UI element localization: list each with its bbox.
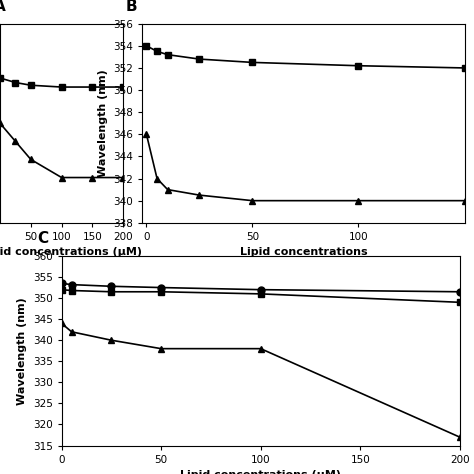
Y-axis label: Wavelength (nm): Wavelength (nm) [17, 297, 27, 405]
X-axis label: Lipid concentrations: Lipid concentrations [239, 247, 367, 257]
Text: A: A [0, 0, 6, 14]
X-axis label: Lipid concentrations (μM): Lipid concentrations (μM) [180, 470, 341, 474]
X-axis label: Lipid concentrations (μM): Lipid concentrations (μM) [0, 247, 142, 257]
Text: C: C [38, 231, 49, 246]
Text: B: B [126, 0, 138, 14]
Y-axis label: Wavelength (nm): Wavelength (nm) [98, 69, 108, 177]
